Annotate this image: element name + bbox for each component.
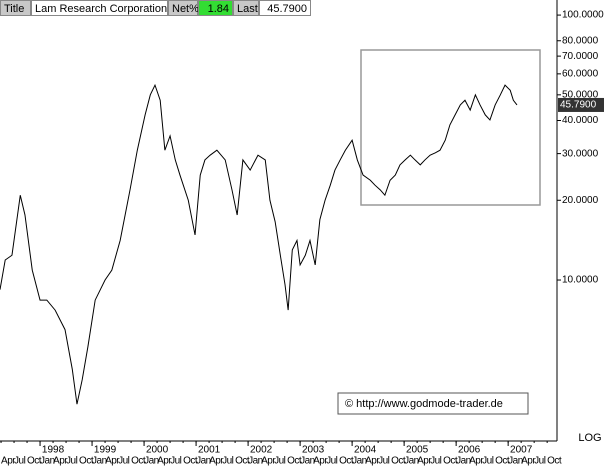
month-tick-label: Jan <box>404 456 419 466</box>
month-tick-label: Oct <box>495 456 510 466</box>
month-tick-label: Oct <box>79 456 94 466</box>
x-tick-label: 2002 <box>250 445 273 456</box>
y-tick-label: 10.0000 <box>562 275 599 286</box>
month-tick-label: Jan <box>248 456 263 466</box>
month-tick-label: Jul <box>66 456 78 466</box>
month-tick-label: Oct <box>287 456 302 466</box>
month-tick-label: Apr <box>365 456 380 466</box>
month-tick-label: Oct <box>131 456 146 466</box>
x-tick-label: 2000 <box>146 445 169 456</box>
month-tick-label: Oct <box>27 456 42 466</box>
last-value: 45.7900 <box>259 0 311 16</box>
month-tick-label: Jul <box>118 456 130 466</box>
month-tick-label: Oct <box>183 456 198 466</box>
x-tick-label: 1999 <box>94 445 117 456</box>
month-tick-label: Apr <box>469 456 484 466</box>
month-tick-label: Apr <box>313 456 328 466</box>
month-tick-label: Jan <box>352 456 367 466</box>
y-tick-label: 100.0000 <box>562 10 604 21</box>
month-tick-label: Oct <box>547 456 562 466</box>
month-tick-label: Oct <box>339 456 354 466</box>
last-label: Last <box>233 0 259 16</box>
y-tick-label: 50.0000 <box>562 89 599 100</box>
month-tick-label: Jul <box>326 456 338 466</box>
month-tick-label: Jul <box>430 456 442 466</box>
month-tick-label: Oct <box>443 456 458 466</box>
security-name: Lam Research Corporation <box>31 0 168 16</box>
month-tick-label: Apr <box>209 456 224 466</box>
month-tick-label: Jan <box>40 456 55 466</box>
y-tick-label: 60.0000 <box>562 68 599 79</box>
month-tick-label: Apr <box>105 456 120 466</box>
x-tick-label: 2006 <box>458 445 481 456</box>
x-tick-label: 1998 <box>42 445 65 456</box>
x-tick-label: 2005 <box>406 445 429 456</box>
month-tick-label: Jan <box>144 456 159 466</box>
month-tick-label: Jan <box>508 456 523 466</box>
highlight-box <box>360 49 541 206</box>
month-tick-label: Jul <box>170 456 182 466</box>
month-tick-label: Jul <box>482 456 494 466</box>
title-label: Title <box>0 0 31 16</box>
x-tick-label: 2007 <box>510 445 533 456</box>
y-tick-label: 20.0000 <box>562 195 599 206</box>
month-tick-label: Jan <box>456 456 471 466</box>
net-label: Net% <box>168 0 199 16</box>
month-tick-label: Apr <box>157 456 172 466</box>
scale-label: LOG <box>578 432 601 444</box>
month-tick-label: Jul <box>378 456 390 466</box>
x-tick-label: 2004 <box>354 445 377 456</box>
month-tick-label: Oct <box>391 456 406 466</box>
month-tick-label: Jul <box>534 456 546 466</box>
x-tick-label: 2003 <box>302 445 325 456</box>
price-line <box>0 83 518 405</box>
month-tick-label: Jan <box>92 456 107 466</box>
month-tick-label: Oct <box>235 456 250 466</box>
month-tick-label: Jul <box>14 456 26 466</box>
y-tick-label: 40.0000 <box>562 115 599 126</box>
last-price-box <box>558 97 604 112</box>
y-tick-label: 80.0000 <box>562 35 599 46</box>
month-tick-label: Apr <box>53 456 68 466</box>
month-tick-label: Apr <box>521 456 536 466</box>
annotation-box <box>337 392 529 415</box>
y-tick-label: 30.0000 <box>562 148 599 159</box>
month-tick-label: Jul <box>274 456 286 466</box>
month-tick-label: Apr <box>261 456 276 466</box>
month-tick-label: Apr <box>417 456 432 466</box>
month-tick-label: Jul <box>222 456 234 466</box>
month-tick-label: Jan <box>196 456 211 466</box>
y-tick-label: 70.0000 <box>562 51 599 62</box>
last-price-label: 45.7900 <box>560 100 597 111</box>
annotation: © http://www.godmode-trader.de <box>345 398 503 410</box>
x-tick-label: 2001 <box>198 445 221 456</box>
month-tick-label: Jan <box>300 456 315 466</box>
month-tick-label: Apr <box>1 456 16 466</box>
net-value: 1.84 <box>198 0 233 16</box>
